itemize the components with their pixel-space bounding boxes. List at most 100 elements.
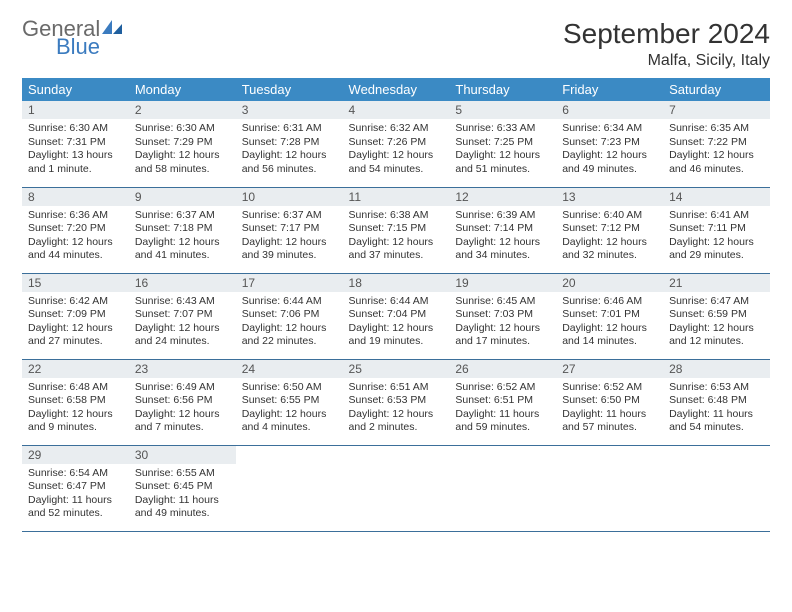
day-content: Sunrise: 6:52 AMSunset: 6:51 PMDaylight:… (449, 378, 556, 440)
calendar-cell: . (556, 445, 663, 531)
weekday-header: Sunday (22, 78, 129, 101)
calendar-cell: . (236, 445, 343, 531)
calendar-cell: 8Sunrise: 6:36 AMSunset: 7:20 PMDaylight… (22, 187, 129, 273)
day-number: 10 (236, 188, 343, 206)
weekday-header: Friday (556, 78, 663, 101)
day-number: 5 (449, 101, 556, 119)
calendar-row: 29Sunrise: 6:54 AMSunset: 6:47 PMDayligh… (22, 445, 770, 531)
day-number: 8 (22, 188, 129, 206)
calendar-cell: 29Sunrise: 6:54 AMSunset: 6:47 PMDayligh… (22, 445, 129, 531)
day-number: 28 (663, 360, 770, 378)
day-number: 7 (663, 101, 770, 119)
calendar-cell: 27Sunrise: 6:52 AMSunset: 6:50 PMDayligh… (556, 359, 663, 445)
calendar-cell: 1Sunrise: 6:30 AMSunset: 7:31 PMDaylight… (22, 101, 129, 187)
calendar-cell: 4Sunrise: 6:32 AMSunset: 7:26 PMDaylight… (343, 101, 450, 187)
calendar-row: 8Sunrise: 6:36 AMSunset: 7:20 PMDaylight… (22, 187, 770, 273)
calendar-cell: 28Sunrise: 6:53 AMSunset: 6:48 PMDayligh… (663, 359, 770, 445)
day-number: 11 (343, 188, 450, 206)
calendar-cell: 18Sunrise: 6:44 AMSunset: 7:04 PMDayligh… (343, 273, 450, 359)
day-number: 16 (129, 274, 236, 292)
logo-sail-icon (102, 18, 124, 40)
calendar-cell: 22Sunrise: 6:48 AMSunset: 6:58 PMDayligh… (22, 359, 129, 445)
day-number: 29 (22, 446, 129, 464)
day-content: Sunrise: 6:37 AMSunset: 7:18 PMDaylight:… (129, 206, 236, 268)
day-number: 1 (22, 101, 129, 119)
logo: General Blue (22, 18, 124, 58)
day-content: Sunrise: 6:33 AMSunset: 7:25 PMDaylight:… (449, 119, 556, 181)
day-number: 22 (22, 360, 129, 378)
calendar-cell: 25Sunrise: 6:51 AMSunset: 6:53 PMDayligh… (343, 359, 450, 445)
calendar-cell: 10Sunrise: 6:37 AMSunset: 7:17 PMDayligh… (236, 187, 343, 273)
day-number: 12 (449, 188, 556, 206)
calendar-cell: 6Sunrise: 6:34 AMSunset: 7:23 PMDaylight… (556, 101, 663, 187)
calendar-cell: 23Sunrise: 6:49 AMSunset: 6:56 PMDayligh… (129, 359, 236, 445)
day-number: 27 (556, 360, 663, 378)
day-number: 20 (556, 274, 663, 292)
calendar-cell: 21Sunrise: 6:47 AMSunset: 6:59 PMDayligh… (663, 273, 770, 359)
calendar-row: 22Sunrise: 6:48 AMSunset: 6:58 PMDayligh… (22, 359, 770, 445)
day-content: Sunrise: 6:50 AMSunset: 6:55 PMDaylight:… (236, 378, 343, 440)
calendar-cell: 30Sunrise: 6:55 AMSunset: 6:45 PMDayligh… (129, 445, 236, 531)
day-content: Sunrise: 6:32 AMSunset: 7:26 PMDaylight:… (343, 119, 450, 181)
title-block: September 2024 Malfa, Sicily, Italy (563, 18, 770, 70)
day-number: 17 (236, 274, 343, 292)
day-number: 18 (343, 274, 450, 292)
day-number: 24 (236, 360, 343, 378)
day-content: Sunrise: 6:51 AMSunset: 6:53 PMDaylight:… (343, 378, 450, 440)
day-content: Sunrise: 6:40 AMSunset: 7:12 PMDaylight:… (556, 206, 663, 268)
calendar-cell: 20Sunrise: 6:46 AMSunset: 7:01 PMDayligh… (556, 273, 663, 359)
calendar-cell: 19Sunrise: 6:45 AMSunset: 7:03 PMDayligh… (449, 273, 556, 359)
calendar-cell: 13Sunrise: 6:40 AMSunset: 7:12 PMDayligh… (556, 187, 663, 273)
day-number: 25 (343, 360, 450, 378)
weekday-header: Saturday (663, 78, 770, 101)
calendar-cell: 17Sunrise: 6:44 AMSunset: 7:06 PMDayligh… (236, 273, 343, 359)
day-number: 19 (449, 274, 556, 292)
day-number: 15 (22, 274, 129, 292)
weekday-header-row: Sunday Monday Tuesday Wednesday Thursday… (22, 78, 770, 101)
day-content: Sunrise: 6:47 AMSunset: 6:59 PMDaylight:… (663, 292, 770, 354)
day-content: Sunrise: 6:35 AMSunset: 7:22 PMDaylight:… (663, 119, 770, 181)
day-content: Sunrise: 6:36 AMSunset: 7:20 PMDaylight:… (22, 206, 129, 268)
day-content: Sunrise: 6:45 AMSunset: 7:03 PMDaylight:… (449, 292, 556, 354)
day-content: Sunrise: 6:53 AMSunset: 6:48 PMDaylight:… (663, 378, 770, 440)
calendar-cell: . (663, 445, 770, 531)
day-number: 26 (449, 360, 556, 378)
calendar-cell: 11Sunrise: 6:38 AMSunset: 7:15 PMDayligh… (343, 187, 450, 273)
day-content: Sunrise: 6:30 AMSunset: 7:31 PMDaylight:… (22, 119, 129, 181)
day-number: 9 (129, 188, 236, 206)
weekday-header: Wednesday (343, 78, 450, 101)
calendar-row: 1Sunrise: 6:30 AMSunset: 7:31 PMDaylight… (22, 101, 770, 187)
day-content: Sunrise: 6:54 AMSunset: 6:47 PMDaylight:… (22, 464, 129, 526)
day-content: Sunrise: 6:30 AMSunset: 7:29 PMDaylight:… (129, 119, 236, 181)
day-number: 2 (129, 101, 236, 119)
calendar-cell: 3Sunrise: 6:31 AMSunset: 7:28 PMDaylight… (236, 101, 343, 187)
weekday-header: Tuesday (236, 78, 343, 101)
month-title: September 2024 (563, 18, 770, 50)
day-number: 3 (236, 101, 343, 119)
day-content: Sunrise: 6:34 AMSunset: 7:23 PMDaylight:… (556, 119, 663, 181)
header: General Blue September 2024 Malfa, Sicil… (22, 18, 770, 70)
day-number: 13 (556, 188, 663, 206)
day-content: Sunrise: 6:43 AMSunset: 7:07 PMDaylight:… (129, 292, 236, 354)
day-content: Sunrise: 6:48 AMSunset: 6:58 PMDaylight:… (22, 378, 129, 440)
day-content: Sunrise: 6:55 AMSunset: 6:45 PMDaylight:… (129, 464, 236, 526)
weekday-header: Monday (129, 78, 236, 101)
calendar-cell: 7Sunrise: 6:35 AMSunset: 7:22 PMDaylight… (663, 101, 770, 187)
location: Malfa, Sicily, Italy (563, 52, 770, 70)
calendar-cell: 15Sunrise: 6:42 AMSunset: 7:09 PMDayligh… (22, 273, 129, 359)
day-number: 30 (129, 446, 236, 464)
calendar-cell: 14Sunrise: 6:41 AMSunset: 7:11 PMDayligh… (663, 187, 770, 273)
calendar-cell: 24Sunrise: 6:50 AMSunset: 6:55 PMDayligh… (236, 359, 343, 445)
day-content: Sunrise: 6:37 AMSunset: 7:17 PMDaylight:… (236, 206, 343, 268)
calendar-cell: 12Sunrise: 6:39 AMSunset: 7:14 PMDayligh… (449, 187, 556, 273)
calendar-cell: 9Sunrise: 6:37 AMSunset: 7:18 PMDaylight… (129, 187, 236, 273)
day-content: Sunrise: 6:52 AMSunset: 6:50 PMDaylight:… (556, 378, 663, 440)
day-number: 4 (343, 101, 450, 119)
weekday-header: Thursday (449, 78, 556, 101)
day-content: Sunrise: 6:38 AMSunset: 7:15 PMDaylight:… (343, 206, 450, 268)
day-number: 14 (663, 188, 770, 206)
day-number: 21 (663, 274, 770, 292)
calendar-table: Sunday Monday Tuesday Wednesday Thursday… (22, 78, 770, 532)
day-content: Sunrise: 6:49 AMSunset: 6:56 PMDaylight:… (129, 378, 236, 440)
day-content: Sunrise: 6:31 AMSunset: 7:28 PMDaylight:… (236, 119, 343, 181)
